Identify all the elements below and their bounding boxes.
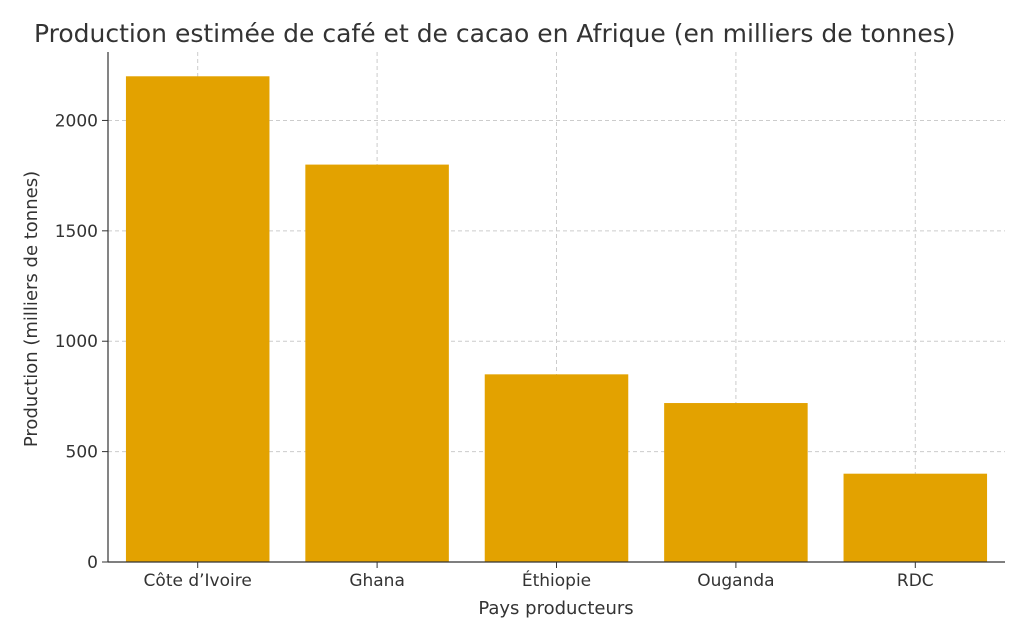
x-tick-label: Éthiopie bbox=[522, 569, 591, 591]
bar bbox=[664, 403, 808, 562]
x-axis-label: Pays producteurs bbox=[478, 598, 633, 619]
x-tick-label: Côte d’Ivoire bbox=[144, 571, 252, 591]
bar bbox=[484, 374, 629, 562]
y-tick-label: 1500 bbox=[55, 222, 98, 242]
x-tick-label: RDC bbox=[897, 571, 934, 591]
y-tick-label: 500 bbox=[66, 443, 98, 463]
y-tick-label: 2000 bbox=[55, 111, 98, 131]
tick-labels: 0 500 1000 1500 2000 Côte d’Ivoire Ghana Éthiop… bbox=[55, 111, 934, 591]
x-tick-label: Ghana bbox=[349, 571, 405, 591]
bar bbox=[125, 76, 270, 563]
y-tick-label: 0 bbox=[87, 553, 98, 573]
x-tick-label: Ouganda bbox=[697, 571, 774, 591]
bar bbox=[843, 473, 988, 562]
axes bbox=[102, 52, 1005, 568]
bar bbox=[305, 164, 449, 562]
y-axis-label: Production (milliers de tonnes) bbox=[21, 171, 42, 447]
y-tick-label: 1000 bbox=[55, 332, 98, 352]
bars bbox=[125, 76, 988, 563]
chart-title: Production estimée de café et de cacao e… bbox=[34, 19, 956, 48]
